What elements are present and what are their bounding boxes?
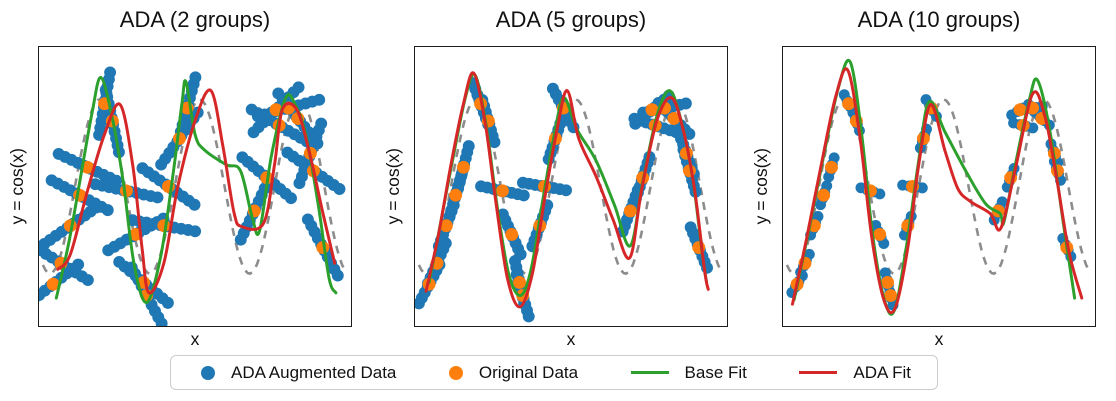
subplot3-x-axis-label: x [934,329,944,349]
green-line-marker [630,370,669,375]
legend-label-original-data: Original Data [478,362,579,382]
legend-label-base-fit: Base Fit [684,362,747,382]
subplot1-y-axis-label: y = cos(x) [6,148,27,225]
subplot1-canvas [39,66,346,326]
legend: ADA Augmented Data Original Data Base Fi… [170,355,938,390]
base-fit-line [792,58,1077,316]
blue-dot-marker [201,365,215,380]
legend-item-ada-fit: ADA Fit [799,363,911,383]
subplot2-canvas [415,71,722,323]
legend-item-base-fit: Base Fit [630,362,747,383]
red-line-marker [799,370,838,375]
subplot2-title: ADA (5 groups) [495,7,647,32]
ada-fit-line [790,67,1084,315]
orange-dot-marker [448,365,463,380]
subplot2-plot-area [414,46,728,327]
legend-item-ada-augmented-data: ADA Augmented Data [201,363,396,383]
subplot1-title: ADA (2 groups) [119,7,271,32]
ada-fit-line [424,71,710,309]
base-fit-line [54,75,338,304]
legend-label-ada-augmented-data: ADA Augmented Data [231,362,397,382]
subplot3-title: ADA (10 groups) [857,7,1021,32]
subplot2-x-axis-label: x [566,329,576,349]
legend-item-original-data: Original Data [448,362,579,383]
subplot3-canvas [785,58,1090,316]
subplot1-x-axis-label: x [190,329,200,349]
subplot3-y-axis-label: y = cos(x) [750,148,771,225]
legend-label-ada-fit: ADA Fit [853,362,911,382]
subplot2-y-axis-label: y = cos(x) [382,148,403,225]
subplot1-plot-area [38,46,352,327]
subplot3-plot-area [782,46,1096,327]
ada-fit-line [56,88,337,295]
